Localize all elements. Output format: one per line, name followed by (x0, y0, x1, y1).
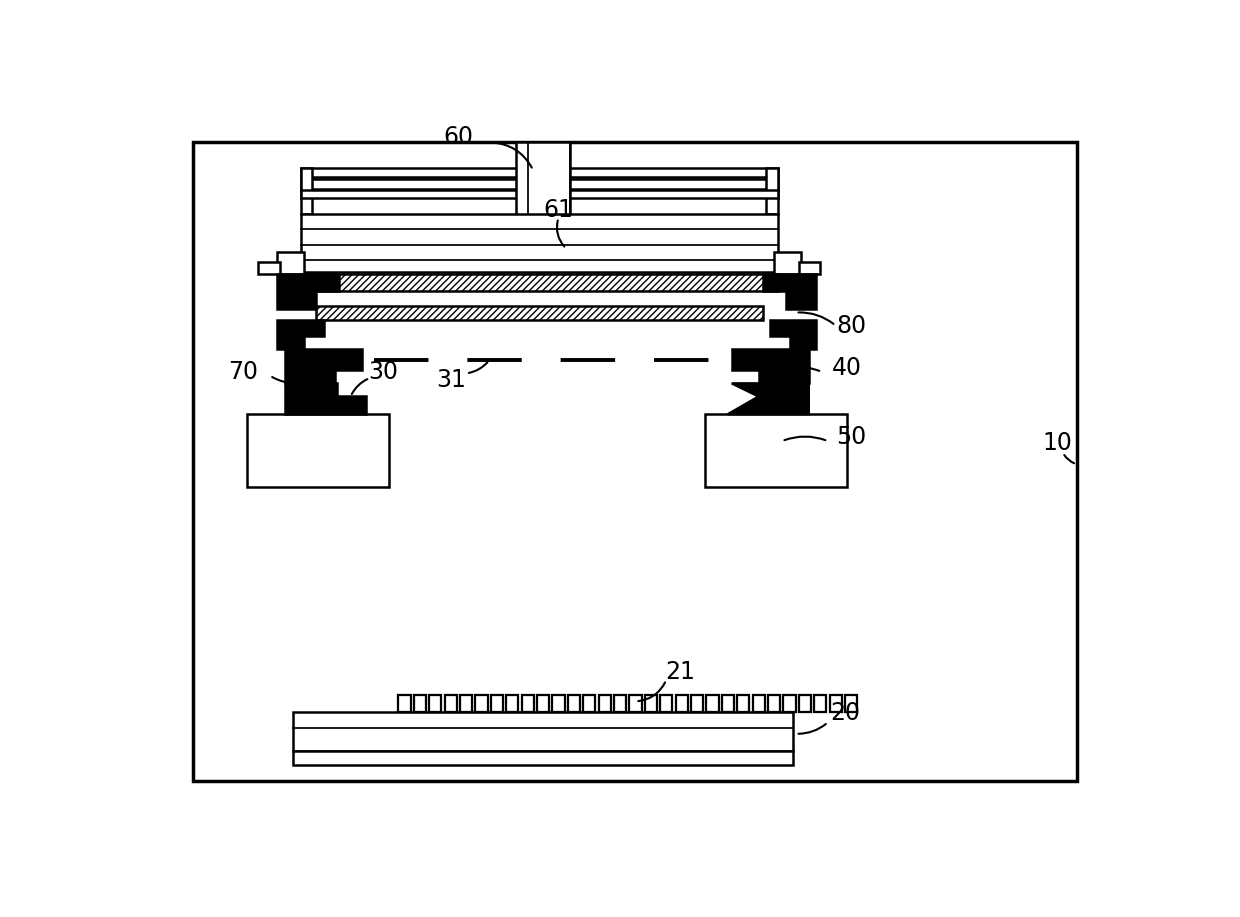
Bar (300, 274, 777, 291)
Polygon shape (732, 348, 808, 383)
Bar (475, 695, 487, 713)
Text: 40: 40 (832, 356, 862, 380)
Text: 20: 20 (831, 701, 861, 725)
Bar (300, 180, 777, 189)
Bar (753, 695, 765, 713)
Bar (737, 695, 749, 713)
Bar (614, 695, 626, 713)
Bar (830, 695, 842, 713)
Bar (707, 695, 719, 713)
Bar (799, 695, 811, 713)
Text: 50: 50 (836, 425, 867, 449)
Bar (398, 695, 410, 713)
Bar (506, 695, 518, 713)
Bar (444, 695, 456, 713)
Polygon shape (278, 274, 339, 309)
Bar (768, 695, 780, 713)
Bar (300, 168, 312, 214)
Bar (844, 695, 857, 713)
Bar (568, 695, 580, 713)
Bar (799, 261, 821, 274)
Bar (258, 261, 280, 274)
Bar (247, 414, 389, 487)
Polygon shape (763, 274, 816, 309)
Bar (278, 252, 304, 274)
Bar (722, 695, 734, 713)
Bar (491, 695, 503, 713)
Bar (583, 695, 595, 713)
Bar (552, 695, 564, 713)
Polygon shape (285, 348, 362, 383)
Text: 61: 61 (543, 198, 573, 222)
Text: 60: 60 (444, 125, 474, 149)
Polygon shape (285, 383, 366, 414)
Bar (630, 695, 641, 713)
Bar (815, 695, 826, 713)
Text: 30: 30 (368, 359, 399, 384)
Text: 70: 70 (228, 359, 258, 384)
Bar (300, 190, 777, 198)
Bar (645, 695, 657, 713)
Bar (516, 142, 570, 219)
Bar (599, 695, 611, 713)
Bar (522, 695, 534, 713)
Bar (316, 306, 763, 320)
Bar (766, 168, 777, 214)
Bar (784, 695, 796, 713)
Bar (676, 695, 688, 713)
Bar (537, 695, 549, 713)
Bar (660, 695, 672, 713)
Bar (704, 414, 847, 487)
Bar (293, 751, 794, 765)
Bar (300, 214, 777, 271)
Text: 10: 10 (1043, 431, 1073, 455)
Bar (300, 168, 777, 177)
Polygon shape (770, 320, 816, 348)
Bar (460, 695, 472, 713)
Bar (429, 695, 441, 713)
Polygon shape (278, 320, 324, 348)
Text: 80: 80 (836, 314, 867, 337)
Bar (414, 695, 427, 713)
Bar (293, 713, 794, 751)
Bar (691, 695, 703, 713)
Polygon shape (728, 383, 808, 414)
Bar (774, 252, 801, 274)
Text: 31: 31 (435, 368, 466, 392)
Text: 21: 21 (665, 660, 696, 684)
